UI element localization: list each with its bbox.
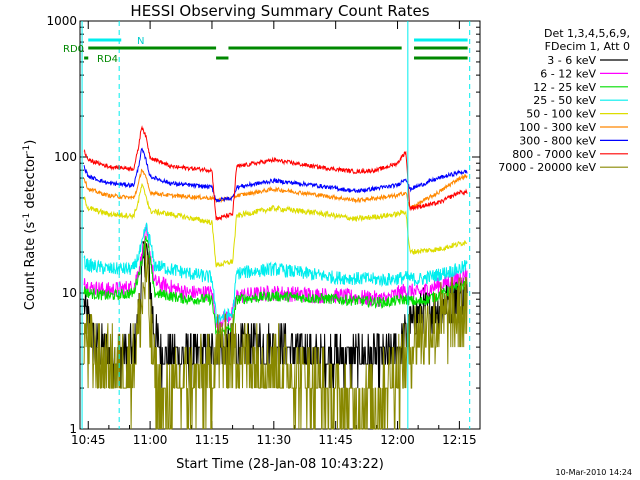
series-line-3 xyxy=(83,222,468,326)
x-axis-label: Start Time (28-Jan-08 10:43:22) xyxy=(176,457,384,472)
legend-label-3: 25 - 50 keV xyxy=(533,94,596,107)
y-axis-label-end: ) xyxy=(23,140,38,145)
series-line-1 xyxy=(83,224,468,330)
series-line-2 xyxy=(83,235,468,339)
legend-label-8: 7000 - 20000 keV xyxy=(498,161,596,174)
legend: Det 1,3,4,5,6,9, FDecim 1, Att 0 3 - 6 k… xyxy=(498,27,630,174)
legend-header-2: FDecim 1, Att 0 xyxy=(545,40,630,53)
y-axis-label: Count Rate (s-1 detector-1) xyxy=(22,140,38,311)
y-tick-label-0: 1 xyxy=(69,422,77,436)
x-tick-label-5: 12:00 xyxy=(380,433,415,447)
legend-label-6: 300 - 800 keV xyxy=(519,134,596,147)
y-axis-label-mid: detector xyxy=(23,153,38,213)
rd0-label: RD0 xyxy=(63,44,84,55)
night-label: N xyxy=(137,36,144,47)
plot-frame xyxy=(79,20,481,430)
series-line-4 xyxy=(83,183,468,268)
series-line-5 xyxy=(83,168,468,211)
legend-header-1: Det 1,3,4,5,6,9, xyxy=(544,27,630,40)
x-tick-label-0: 10:45 xyxy=(71,433,106,447)
rd4-label: RD4 xyxy=(97,54,118,65)
legend-label-4: 50 - 100 keV xyxy=(526,108,596,121)
x-axis: 10:45 11:00 11:15 11:30 11:45 12:00 12:15 xyxy=(71,21,477,447)
timestamp: 10-Mar-2010 14:24 xyxy=(556,468,633,477)
series-line-6 xyxy=(83,147,468,203)
y-tick-label-1: 10 xyxy=(62,286,77,300)
x-tick-label-3: 11:30 xyxy=(257,433,292,447)
x-tick-label-4: 11:45 xyxy=(318,433,353,447)
y-axis-label-sup2: -1 xyxy=(22,145,32,154)
state-bars: RD0 RD4 N xyxy=(63,21,471,429)
series-line-8 xyxy=(83,241,468,430)
legend-label-1: 6 - 12 keV xyxy=(540,67,596,80)
x-tick-label-1: 11:00 xyxy=(133,433,168,447)
legend-label-5: 100 - 300 keV xyxy=(519,121,596,134)
x-tick-label-6: 12:15 xyxy=(442,433,477,447)
x-tick-label-2: 11:15 xyxy=(195,433,230,447)
legend-label-2: 12 - 25 keV xyxy=(533,81,596,94)
series-layer xyxy=(83,125,468,430)
legend-label-7: 800 - 7000 keV xyxy=(512,148,596,161)
y-axis-label-main: Count Rate (s xyxy=(23,222,38,311)
chart-title: HESSI Observing Summary Count Rates xyxy=(130,2,429,20)
y-tick-label-2: 100 xyxy=(54,150,77,164)
legend-label-0: 3 - 6 keV xyxy=(547,54,596,67)
y-axis: 1 10 100 1000 xyxy=(46,14,480,436)
y-axis-label-sup1: -1 xyxy=(22,213,32,222)
series-line-7 xyxy=(83,125,468,222)
y-tick-label-3: 1000 xyxy=(46,14,77,28)
